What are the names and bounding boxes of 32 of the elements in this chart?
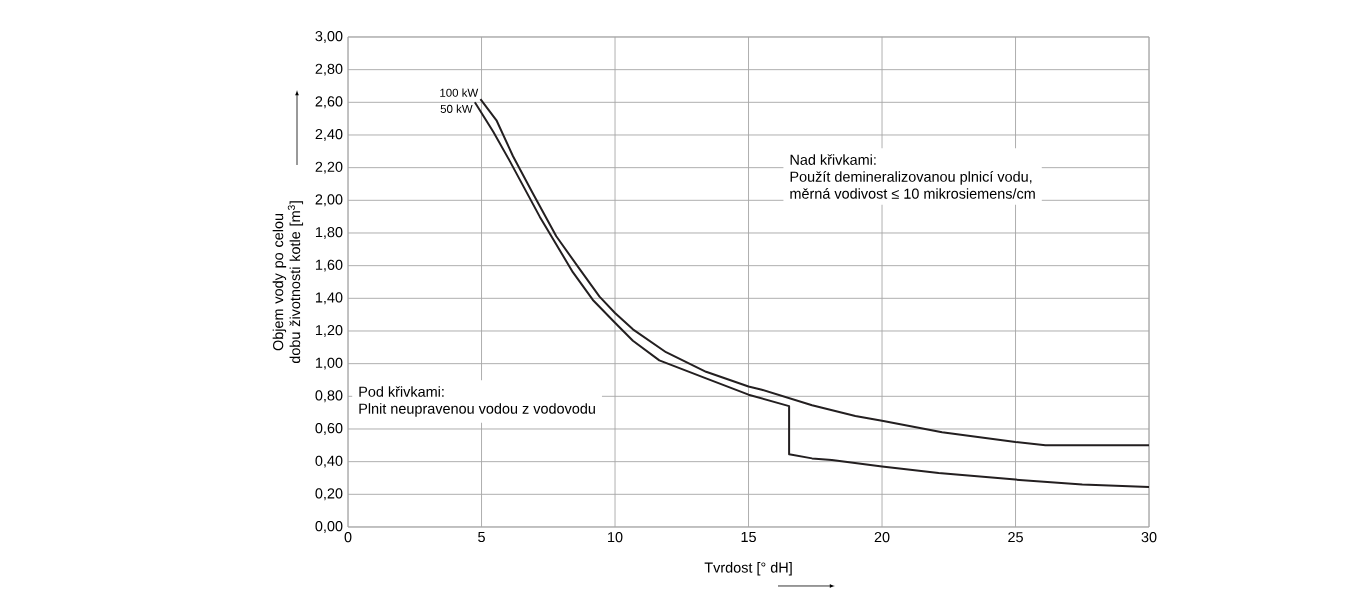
y-tick-label: 1,80 <box>315 227 343 239</box>
y-tick-label: 2,40 <box>315 129 343 141</box>
series-label: 50 kW <box>440 104 473 113</box>
y-tick-label: 0,60 <box>315 423 343 435</box>
y-tick-label: 0,40 <box>315 455 343 468</box>
y-tick-label: 2,20 <box>315 161 343 174</box>
y-axis-title: Objem vody po celou dobu životnosti kotle [m$^{3}$] <box>272 201 304 364</box>
y-tick-label: 1,40 <box>315 292 343 305</box>
y-tick-label: 1,00 <box>315 357 343 370</box>
x-tick-label: 10 <box>608 531 623 543</box>
annotation: Pod křivkami: <box>359 386 444 397</box>
annotation: měrná vodivost ≤ 10 mikrosiemens/cm <box>790 188 1035 199</box>
series-label: 100 kW <box>440 88 479 97</box>
y-tick-label: 0,80 <box>315 390 343 403</box>
annotation: Nad křivkami: <box>790 154 876 165</box>
y-tick-label: 3,00 <box>315 31 343 43</box>
x-tick-label: 30 <box>1141 531 1157 543</box>
y-tick-label: 2,00 <box>315 194 343 207</box>
x-tick-label: 0 <box>344 531 352 543</box>
y-tick-label: 1,60 <box>315 259 343 272</box>
y-tick-label: 1,20 <box>315 325 343 337</box>
y-tick-label: 2,60 <box>315 96 343 109</box>
annotation: Plnit neupravenou vodou z vodovodu <box>359 403 595 417</box>
y-tick-label: 0,20 <box>315 488 343 501</box>
x-tick-label: 20 <box>874 531 890 543</box>
x-tick-label: 15 <box>741 532 756 543</box>
x-tick-label: 25 <box>1008 531 1023 543</box>
annotation: Použít demineralizovanou plnicí vodu, <box>790 171 1032 185</box>
y-tick-label: 0,00 <box>315 521 343 533</box>
y-tick-label: 2,80 <box>315 63 343 76</box>
x-axis-title: Tvrdost [° dH] <box>704 562 792 576</box>
x-tick-label: 5 <box>478 532 485 543</box>
